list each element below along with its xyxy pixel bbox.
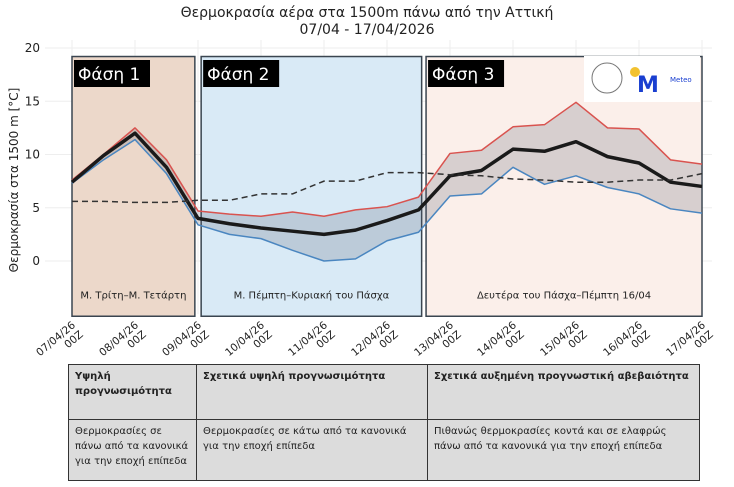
phase-label: Φάση 3	[432, 65, 494, 85]
x-tick-label: 10/04/2600Z	[223, 319, 275, 368]
meteo-logo-text: Meteo	[670, 76, 692, 84]
x-tick-label: 07/04/2600Z	[34, 319, 86, 368]
x-tick-label: 08/04/2600Z	[97, 319, 149, 368]
phase-period: Μ. Τρίτη–Μ. Τετάρτη	[80, 289, 186, 301]
x-tick-label: 11/04/2600Z	[286, 319, 338, 368]
x-tick-label: 12/04/2600Z	[349, 319, 401, 368]
phase-period: Δευτέρα του Πάσχα–Πέμπτη 16/04	[477, 289, 651, 301]
series-mean-line	[70, 131, 703, 237]
phase-table: Υψηλή προγνωσιμότητα Σχετικά υψηλή προγνω…	[68, 364, 700, 481]
meteo-logo-sun	[630, 67, 640, 77]
table-cell: Θερμοκρασίες σε πάνω από τα κανονικά για…	[68, 419, 197, 481]
meteo-logo-icon: M	[637, 73, 659, 98]
y-tick-label: 15	[25, 94, 40, 108]
x-tick-label: 15/04/2600Z	[538, 319, 590, 368]
y-axis-label: Θερμοκρασία στα 1500 m [°C]	[7, 88, 21, 273]
chart-subtitle: 07/04 - 17/04/2026	[300, 22, 435, 38]
table-cell: Πιθανώς θερμοκρασίες κοντά και σε ελαφρώ…	[427, 419, 700, 481]
phase-label: Φάση 2	[207, 65, 269, 85]
phase-label-bg	[74, 60, 150, 87]
x-tick-label: 14/04/2600Z	[475, 319, 527, 368]
x-tick-label: 17/04/2600Z	[664, 319, 716, 368]
table-cell: Θερμοκρασίες σε κάτω από τα κανονικά για…	[196, 419, 428, 481]
y-tick-label: 5	[32, 201, 40, 215]
phase-label: Φάση 1	[78, 65, 140, 85]
ensemble-spread-band	[72, 102, 702, 261]
phase-label-bg	[428, 60, 505, 87]
x-tick-label: 13/04/2600Z	[412, 319, 464, 368]
y-tick-label: 20	[25, 41, 40, 55]
phase-label-bg	[203, 60, 280, 87]
series-min-line	[71, 138, 703, 262]
chart-title: Θερμοκρασία αέρα στα 1500m πάνω από την …	[181, 5, 554, 21]
phase-period: Μ. Πέμπτη–Κυριακή του Πάσχα	[234, 289, 390, 301]
table-header: Υψηλή προγνωσιμότητα	[68, 364, 197, 420]
x-tick-label: 16/04/2600Z	[601, 319, 653, 368]
x-tick-label: 09/04/2600Z	[160, 319, 212, 368]
series-max-line	[71, 101, 703, 218]
university-seal-icon	[591, 62, 623, 94]
y-tick-label: 10	[25, 148, 40, 162]
series-climatology-line	[72, 171, 703, 204]
table-header: Σχετικά υψηλή προγνωσιμότητα	[196, 364, 428, 420]
table-header: Σχετικά αυξημένη προγνωστική αβεβαιότητα	[427, 364, 700, 420]
y-tick-label: 0	[32, 254, 40, 268]
